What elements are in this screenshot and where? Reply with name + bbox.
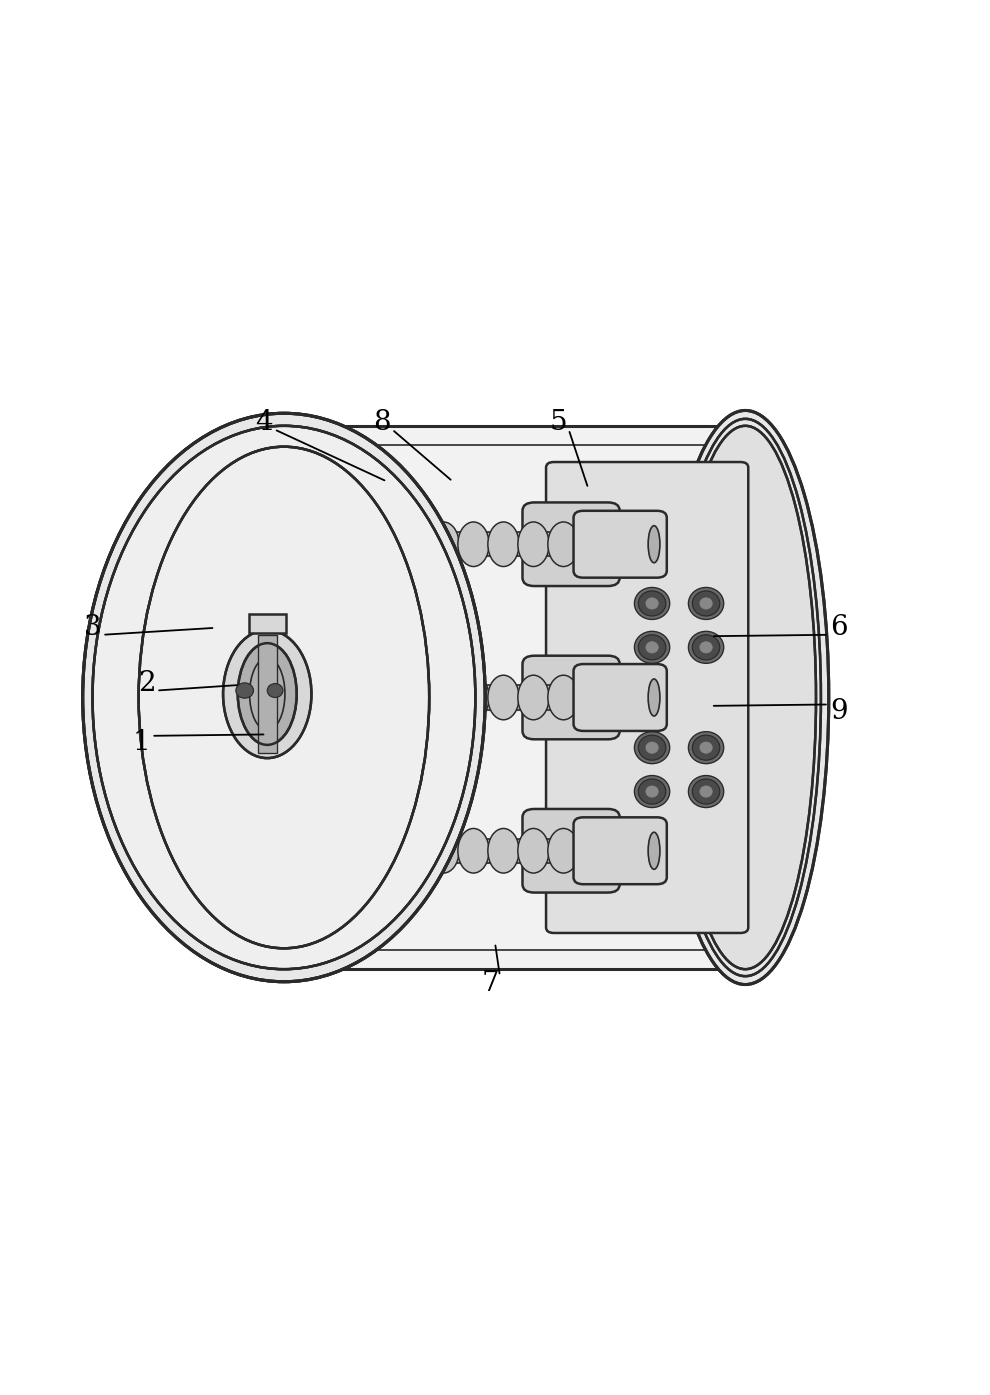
Ellipse shape [338, 522, 369, 566]
Ellipse shape [700, 742, 712, 753]
Text: 7: 7 [481, 970, 499, 996]
Ellipse shape [700, 598, 712, 610]
Ellipse shape [308, 829, 340, 873]
Ellipse shape [92, 425, 475, 970]
Ellipse shape [398, 829, 429, 873]
Ellipse shape [635, 632, 670, 664]
Ellipse shape [368, 522, 399, 566]
Ellipse shape [488, 675, 519, 720]
Ellipse shape [398, 675, 429, 720]
Ellipse shape [648, 679, 660, 716]
Ellipse shape [639, 735, 666, 760]
Ellipse shape [645, 598, 658, 610]
Ellipse shape [645, 742, 658, 753]
Ellipse shape [692, 591, 720, 617]
Ellipse shape [238, 643, 297, 745]
Ellipse shape [688, 731, 724, 763]
Text: 6: 6 [830, 614, 847, 642]
Ellipse shape [688, 776, 724, 808]
Ellipse shape [398, 522, 429, 566]
Ellipse shape [670, 418, 821, 976]
Ellipse shape [368, 675, 399, 720]
Bar [248, 614, 286, 633]
Ellipse shape [428, 829, 459, 873]
Ellipse shape [674, 425, 816, 970]
Ellipse shape [236, 684, 253, 698]
Ellipse shape [457, 675, 489, 720]
Ellipse shape [662, 410, 829, 985]
Ellipse shape [457, 829, 489, 873]
Ellipse shape [639, 635, 666, 660]
Polygon shape [284, 425, 745, 970]
Ellipse shape [308, 675, 340, 720]
Ellipse shape [547, 829, 579, 873]
Ellipse shape [518, 675, 549, 720]
Ellipse shape [635, 587, 670, 619]
Ellipse shape [518, 522, 549, 566]
Text: 3: 3 [84, 614, 101, 642]
Ellipse shape [635, 731, 670, 763]
Ellipse shape [488, 829, 519, 873]
Ellipse shape [648, 833, 660, 869]
Text: 5: 5 [550, 409, 567, 435]
FancyBboxPatch shape [523, 809, 620, 893]
Ellipse shape [688, 632, 724, 664]
Text: 9: 9 [830, 698, 847, 725]
FancyBboxPatch shape [573, 511, 667, 578]
Ellipse shape [688, 587, 724, 619]
Ellipse shape [488, 522, 519, 566]
Ellipse shape [249, 658, 285, 730]
Text: 4: 4 [255, 409, 273, 435]
Ellipse shape [700, 785, 712, 797]
Ellipse shape [648, 526, 660, 562]
Ellipse shape [692, 635, 720, 660]
Ellipse shape [635, 776, 670, 808]
Ellipse shape [518, 829, 549, 873]
Ellipse shape [692, 778, 720, 804]
Ellipse shape [368, 829, 399, 873]
Text: 8: 8 [373, 409, 391, 435]
Ellipse shape [645, 785, 658, 797]
Text: 2: 2 [138, 670, 155, 698]
Bar [257, 635, 277, 753]
Ellipse shape [83, 413, 485, 982]
FancyBboxPatch shape [546, 462, 748, 933]
Ellipse shape [457, 522, 489, 566]
Ellipse shape [547, 522, 579, 566]
FancyBboxPatch shape [523, 656, 620, 739]
FancyBboxPatch shape [523, 502, 620, 586]
FancyBboxPatch shape [573, 664, 667, 731]
Ellipse shape [428, 522, 459, 566]
Ellipse shape [338, 829, 369, 873]
Text: 1: 1 [133, 730, 150, 756]
FancyBboxPatch shape [573, 817, 667, 884]
Ellipse shape [645, 642, 658, 653]
Ellipse shape [338, 675, 369, 720]
Ellipse shape [267, 684, 283, 698]
Ellipse shape [639, 778, 666, 804]
Ellipse shape [692, 735, 720, 760]
Ellipse shape [639, 591, 666, 617]
Ellipse shape [428, 675, 459, 720]
Ellipse shape [223, 631, 312, 757]
Ellipse shape [139, 446, 430, 949]
Ellipse shape [308, 522, 340, 566]
Ellipse shape [700, 642, 712, 653]
Ellipse shape [547, 675, 579, 720]
